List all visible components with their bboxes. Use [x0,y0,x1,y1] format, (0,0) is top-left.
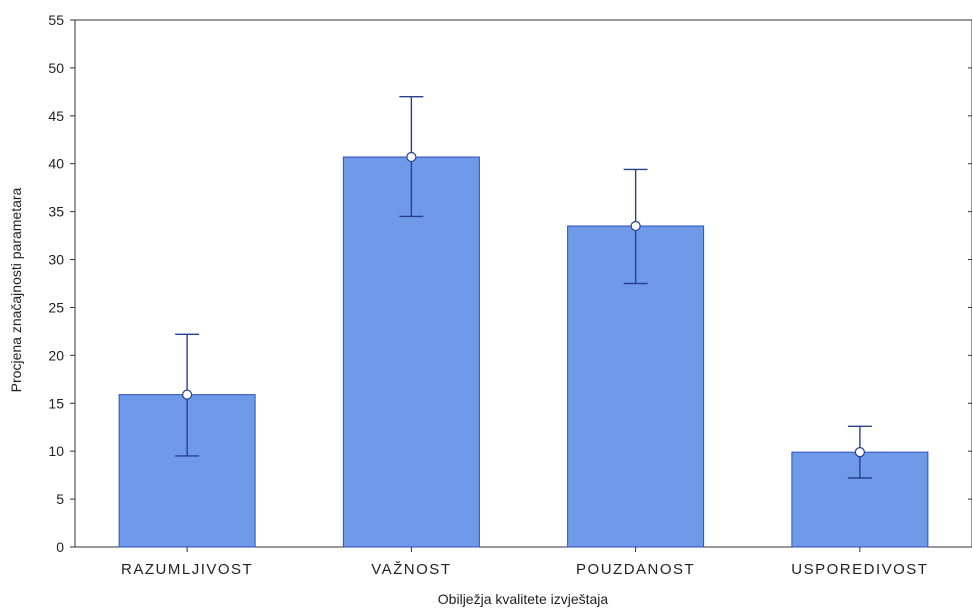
error-bars [175,95,872,479]
y-tick-label: 20 [48,347,64,363]
y-tick-label: 40 [48,156,64,172]
x-axis-title: Obilježja kvalitete izvještaja [438,591,609,607]
x-tick-label: USPOREDIVOST [791,561,928,578]
mean-point [630,220,641,232]
y-tick-label: 0 [56,539,64,555]
y-axis: 0 5 10 15 20 25 30 35 40 45 50 55 [48,12,972,555]
x-tick-label: VAŽNOST [371,561,451,578]
x-tick-label: RAZUMLJIVOST [121,561,253,578]
mean-point [406,151,417,163]
x-tick-label: POUZDANOST [576,561,695,578]
y-tick-label: 25 [48,299,64,315]
y-tick-label: 15 [48,395,64,411]
mean-point [854,447,865,458]
y-tick-label: 55 [48,12,64,28]
y-axis-title: Procjena značajnosti parametara [8,187,24,392]
y-tick-label: 35 [48,204,64,220]
mean-point [182,389,193,400]
y-tick-label: 5 [56,491,64,507]
y-tick-label: 45 [48,108,64,124]
y-tick-label: 10 [48,443,64,459]
x-axis: RAZUMLJIVOST VAŽNOST POUZDANOST USPOREDIVOS… [121,547,928,578]
y-tick-label: 30 [48,252,64,268]
y-tick-label: 50 [48,60,64,76]
bars [118,156,929,548]
bar-važnost [342,156,480,548]
